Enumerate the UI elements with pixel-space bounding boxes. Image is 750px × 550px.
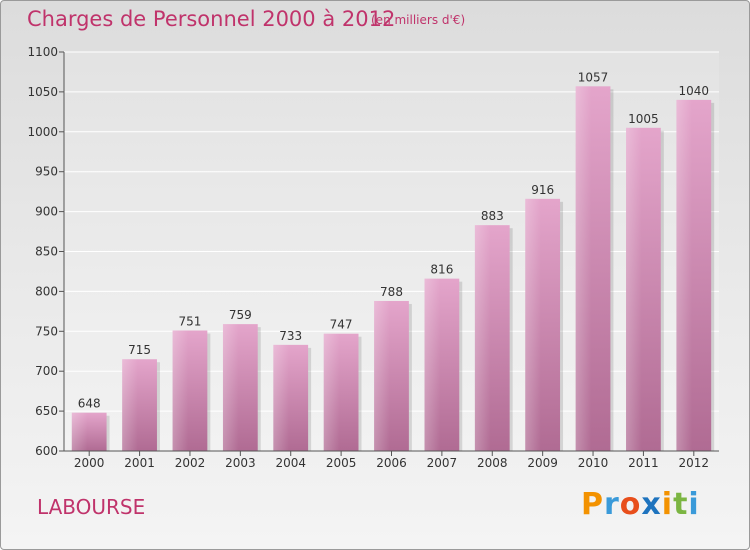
- data-label-2000: 648: [78, 397, 101, 411]
- y-tick-label: 1050: [27, 85, 58, 99]
- proxiti-letter: t: [673, 487, 689, 522]
- bar-highlight: [374, 300, 390, 451]
- data-label-2012: 1040: [679, 84, 710, 98]
- y-tick-label: 900: [35, 205, 58, 219]
- y-tick-label: 1000: [27, 125, 58, 139]
- x-tick-label-2001: 2001: [124, 456, 155, 470]
- data-label-2011: 1005: [628, 112, 659, 126]
- data-label-2009: 916: [531, 183, 554, 197]
- bar-highlight: [71, 412, 88, 451]
- x-tick-label-2009: 2009: [527, 456, 558, 470]
- axis-layer: 600 650 700 750 800 850 900 950 1000 1050 1100 2000…: [27, 45, 719, 470]
- bar-highlight: [676, 99, 693, 451]
- y-tick-label: 750: [35, 324, 58, 338]
- y-tick-label: 600: [35, 444, 58, 458]
- bar-highlight: [575, 86, 592, 452]
- data-label-2001: 715: [128, 343, 151, 357]
- proxiti-letter: P: [581, 487, 604, 522]
- y-tick-label: 1100: [27, 45, 58, 59]
- bar-highlight: [525, 198, 541, 451]
- x-tick-label-2008: 2008: [477, 456, 508, 470]
- chart-subtitle: (en milliers d'€): [371, 13, 466, 27]
- bar-highlight: [424, 278, 441, 451]
- y-tick-label: 950: [35, 165, 58, 179]
- bar-highlight: [474, 225, 491, 451]
- y-tick-label: 800: [35, 284, 58, 298]
- data-label-2004: 733: [279, 329, 302, 343]
- x-tick-label-2006: 2006: [376, 456, 407, 470]
- data-label-2005: 747: [330, 318, 353, 332]
- x-tick-label-2000: 2000: [74, 456, 105, 470]
- bar-highlight: [626, 127, 642, 451]
- data-label-2006: 788: [380, 285, 403, 299]
- x-tick-label-2004: 2004: [275, 456, 306, 470]
- data-label-2010: 1057: [578, 70, 609, 84]
- bar-highlight: [222, 324, 239, 451]
- y-tick-label: 650: [35, 404, 58, 418]
- x-tick-label-2005: 2005: [326, 456, 357, 470]
- proxiti-letter: r: [604, 487, 620, 522]
- proxiti-logo[interactable]: Proxiti: [581, 487, 700, 522]
- y-tick-label: 700: [35, 364, 58, 378]
- x-tick-label-2010: 2010: [578, 456, 609, 470]
- bar-highlight: [172, 330, 189, 451]
- proxiti-letter: o: [619, 487, 642, 522]
- data-label-2008: 883: [481, 209, 504, 223]
- bar-highlight: [323, 333, 340, 451]
- proxiti-letter: x: [641, 487, 662, 522]
- bars-layer: 648 715 751 759 733 747 788 816 883 916 1057 1005 10…: [71, 70, 715, 452]
- x-tick-label-2007: 2007: [427, 456, 458, 470]
- bar-highlight: [122, 359, 138, 451]
- y-tick-label: 850: [35, 245, 58, 259]
- commune-name: LABOURSE: [37, 495, 146, 519]
- x-tick-label-2011: 2011: [628, 456, 659, 470]
- data-label-2003: 759: [229, 308, 252, 322]
- chart-title: Charges de Personnel 2000 à 2012: [27, 7, 396, 31]
- x-tick-label-2012: 2012: [679, 456, 710, 470]
- bar-highlight: [273, 344, 289, 451]
- x-tick-label-2002: 2002: [175, 456, 206, 470]
- data-label-2002: 751: [179, 315, 202, 329]
- x-tick-label-2003: 2003: [225, 456, 256, 470]
- data-label-2007: 816: [430, 263, 453, 277]
- proxiti-letter: i: [661, 487, 674, 522]
- proxiti-letter: i: [688, 487, 700, 522]
